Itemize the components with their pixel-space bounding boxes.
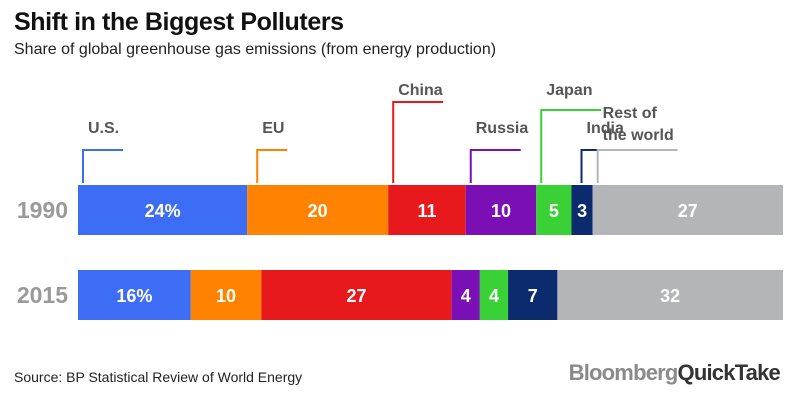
data-label-u-s-1990: 24% <box>145 201 181 221</box>
legend-label-china: China <box>398 82 443 99</box>
stacked-bar-chart: 1990 24% 20 11 10 5 3 27 2015 16% 10 27 4 4 7 32 U.S. EU C… <box>17 82 783 320</box>
data-label-india-1990: 3 <box>577 201 587 221</box>
row-label-1990: 1990 <box>17 197 68 223</box>
data-label-eu-1990: 20 <box>308 201 328 221</box>
brand-logo: BloombergQuickTake <box>568 360 781 386</box>
legend-label-russia: Russia <box>476 120 529 137</box>
chart-subtitle: Share of global greenhouse gas emissions… <box>14 41 497 58</box>
chart-title: Shift in the Biggest Polluters <box>14 8 344 36</box>
legend-label-japan: Japan <box>546 82 592 99</box>
data-label-china-1990: 11 <box>417 201 436 221</box>
bar-japan-1990 <box>536 185 572 235</box>
data-label-japan-2015: 4 <box>489 286 499 306</box>
bar-u-s-1990 <box>78 185 248 235</box>
bar-rest-of-the-world-2015 <box>557 270 783 320</box>
callout-bracket-japan <box>540 109 602 183</box>
bar-eu-2015 <box>190 270 262 320</box>
bar-russia-1990 <box>465 185 537 235</box>
bar-eu-1990 <box>247 185 389 235</box>
data-label-russia-2015: 4 <box>461 286 471 306</box>
callout-bracket-india <box>580 149 627 183</box>
legend-label-rest-of-the-world-line2: the world <box>603 127 674 144</box>
callout-bracket-rest-of-the-world <box>596 149 678 183</box>
source-note: Source: BP Statistical Review of World E… <box>14 369 303 385</box>
legend-label-u-s: U.S. <box>88 120 119 137</box>
bar-japan-2015 <box>479 270 509 320</box>
bar-india-2015 <box>508 270 558 320</box>
bar-u-s-2015 <box>78 270 191 320</box>
data-label-russia-1990: 10 <box>491 201 511 221</box>
legend-label-india: India <box>587 120 624 137</box>
legend-label-rest-of-the-world-line1: Rest of <box>603 105 658 122</box>
bar-india-1990 <box>571 185 593 235</box>
bar-russia-2015 <box>451 270 480 320</box>
callout-bracket-china <box>392 101 444 183</box>
data-label-rest-of-the-world-2015: 32 <box>660 286 680 306</box>
data-label-india-2015: 7 <box>528 286 538 306</box>
legend-label-eu: EU <box>262 120 284 137</box>
callout-bracket-russia <box>469 149 521 183</box>
data-label-u-s-2015: 16% <box>116 286 152 306</box>
row-label-2015: 2015 <box>17 282 68 308</box>
data-label-japan-1990: 5 <box>549 201 559 221</box>
bar-china-1990 <box>388 185 466 235</box>
data-label-rest-of-the-world-1990: 27 <box>678 201 698 221</box>
brand-logo-part2: QuickTake <box>677 360 781 385</box>
data-label-china-2015: 27 <box>346 286 366 306</box>
bar-rest-of-the-world-1990 <box>592 185 783 235</box>
brand-logo-part1: Bloomberg <box>568 360 679 385</box>
data-label-eu-2015: 10 <box>216 286 236 306</box>
bar-china-2015 <box>261 270 452 320</box>
callout-bracket-eu <box>256 149 288 183</box>
callout-bracket-u-s <box>82 149 123 183</box>
